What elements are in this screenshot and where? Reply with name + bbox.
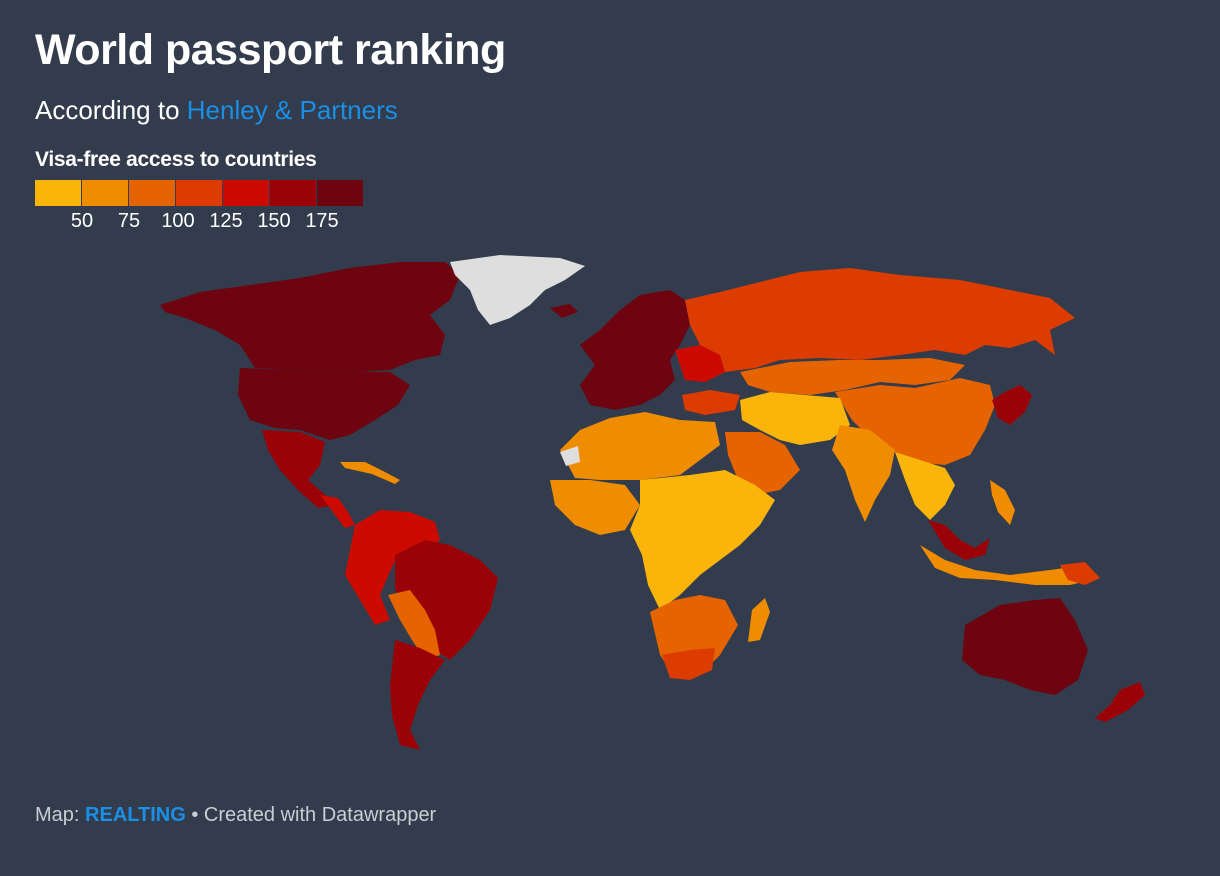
world-map: [160, 255, 1145, 750]
region-indonesia[interactable]: [920, 545, 1100, 585]
henley-partners-link[interactable]: Henley & Partners: [186, 95, 398, 125]
legend-swatch-3: [129, 180, 175, 206]
legend-swatch-6: [270, 180, 316, 206]
region-china[interactable]: [835, 378, 995, 465]
region-australia[interactable]: [962, 598, 1088, 695]
region-russia[interactable]: [685, 268, 1075, 372]
legend-label-150: 150: [257, 210, 291, 232]
footer-credit: • Created with Datawrapper: [191, 804, 437, 826]
legend-swatch-5: [223, 180, 269, 206]
region-south-america-north[interactable]: [345, 510, 440, 625]
region-europe[interactable]: [580, 290, 690, 410]
legend-swatch-7: [317, 180, 363, 206]
color-legend: Visa-free access to countries 50 75 100 …: [35, 148, 375, 232]
legend-label-75: 75: [117, 210, 141, 232]
region-ukraine[interactable]: [675, 345, 725, 382]
region-usa[interactable]: [238, 368, 410, 440]
region-southern-cone[interactable]: [390, 640, 445, 750]
region-brazil[interactable]: [395, 540, 498, 660]
legend-label-50: 50: [70, 210, 94, 232]
legend-color-bar: [35, 180, 375, 206]
region-caribbean[interactable]: [340, 462, 400, 484]
region-central-america[interactable]: [320, 495, 355, 528]
region-central-east-africa[interactable]: [630, 470, 775, 610]
region-turkey[interactable]: [682, 390, 740, 415]
region-arabia[interactable]: [725, 432, 800, 495]
footer-prefix: Map:: [35, 804, 80, 826]
region-malaysia-singapore[interactable]: [928, 520, 990, 560]
region-middle-east[interactable]: [740, 392, 850, 445]
region-new-zealand[interactable]: [1095, 682, 1145, 722]
region-japan-korea[interactable]: [992, 385, 1032, 425]
region-west-africa[interactable]: [550, 480, 640, 535]
region-iceland[interactable]: [550, 304, 578, 318]
legend-swatch-2: [82, 180, 128, 206]
page-title: World passport ranking: [35, 26, 506, 74]
legend-title: Visa-free access to countries: [35, 148, 317, 171]
region-papua-new-guinea[interactable]: [1060, 562, 1100, 585]
legend-swatch-4: [176, 180, 222, 206]
footer: Map: REALTING • Created with Datawrapper: [35, 804, 436, 827]
region-north-africa[interactable]: [560, 412, 720, 480]
legend-label-125: 125: [209, 210, 243, 232]
region-madagascar[interactable]: [748, 598, 770, 642]
region-southeast-asia[interactable]: [895, 452, 955, 520]
region-philippines[interactable]: [990, 480, 1015, 525]
region-greenland[interactable]: [450, 255, 585, 325]
legend-swatch-1: [35, 180, 81, 206]
region-western-sahara[interactable]: [560, 446, 580, 466]
region-mexico[interactable]: [262, 430, 335, 508]
region-kazakhstan-mongolia[interactable]: [740, 358, 965, 395]
region-south-africa[interactable]: [662, 648, 715, 680]
realting-link[interactable]: REALTING: [85, 804, 186, 826]
subtitle-prefix: According to: [35, 95, 180, 125]
legend-labels: 50 75 100 125 150 175: [35, 206, 375, 232]
legend-label-100: 100: [161, 210, 195, 232]
region-india[interactable]: [832, 425, 895, 522]
legend-label-175: 175: [305, 210, 339, 232]
region-bolivia-paraguay[interactable]: [388, 590, 440, 660]
region-canada-alaska[interactable]: [160, 262, 460, 372]
subtitle: According to Henley & Partners: [35, 95, 398, 126]
